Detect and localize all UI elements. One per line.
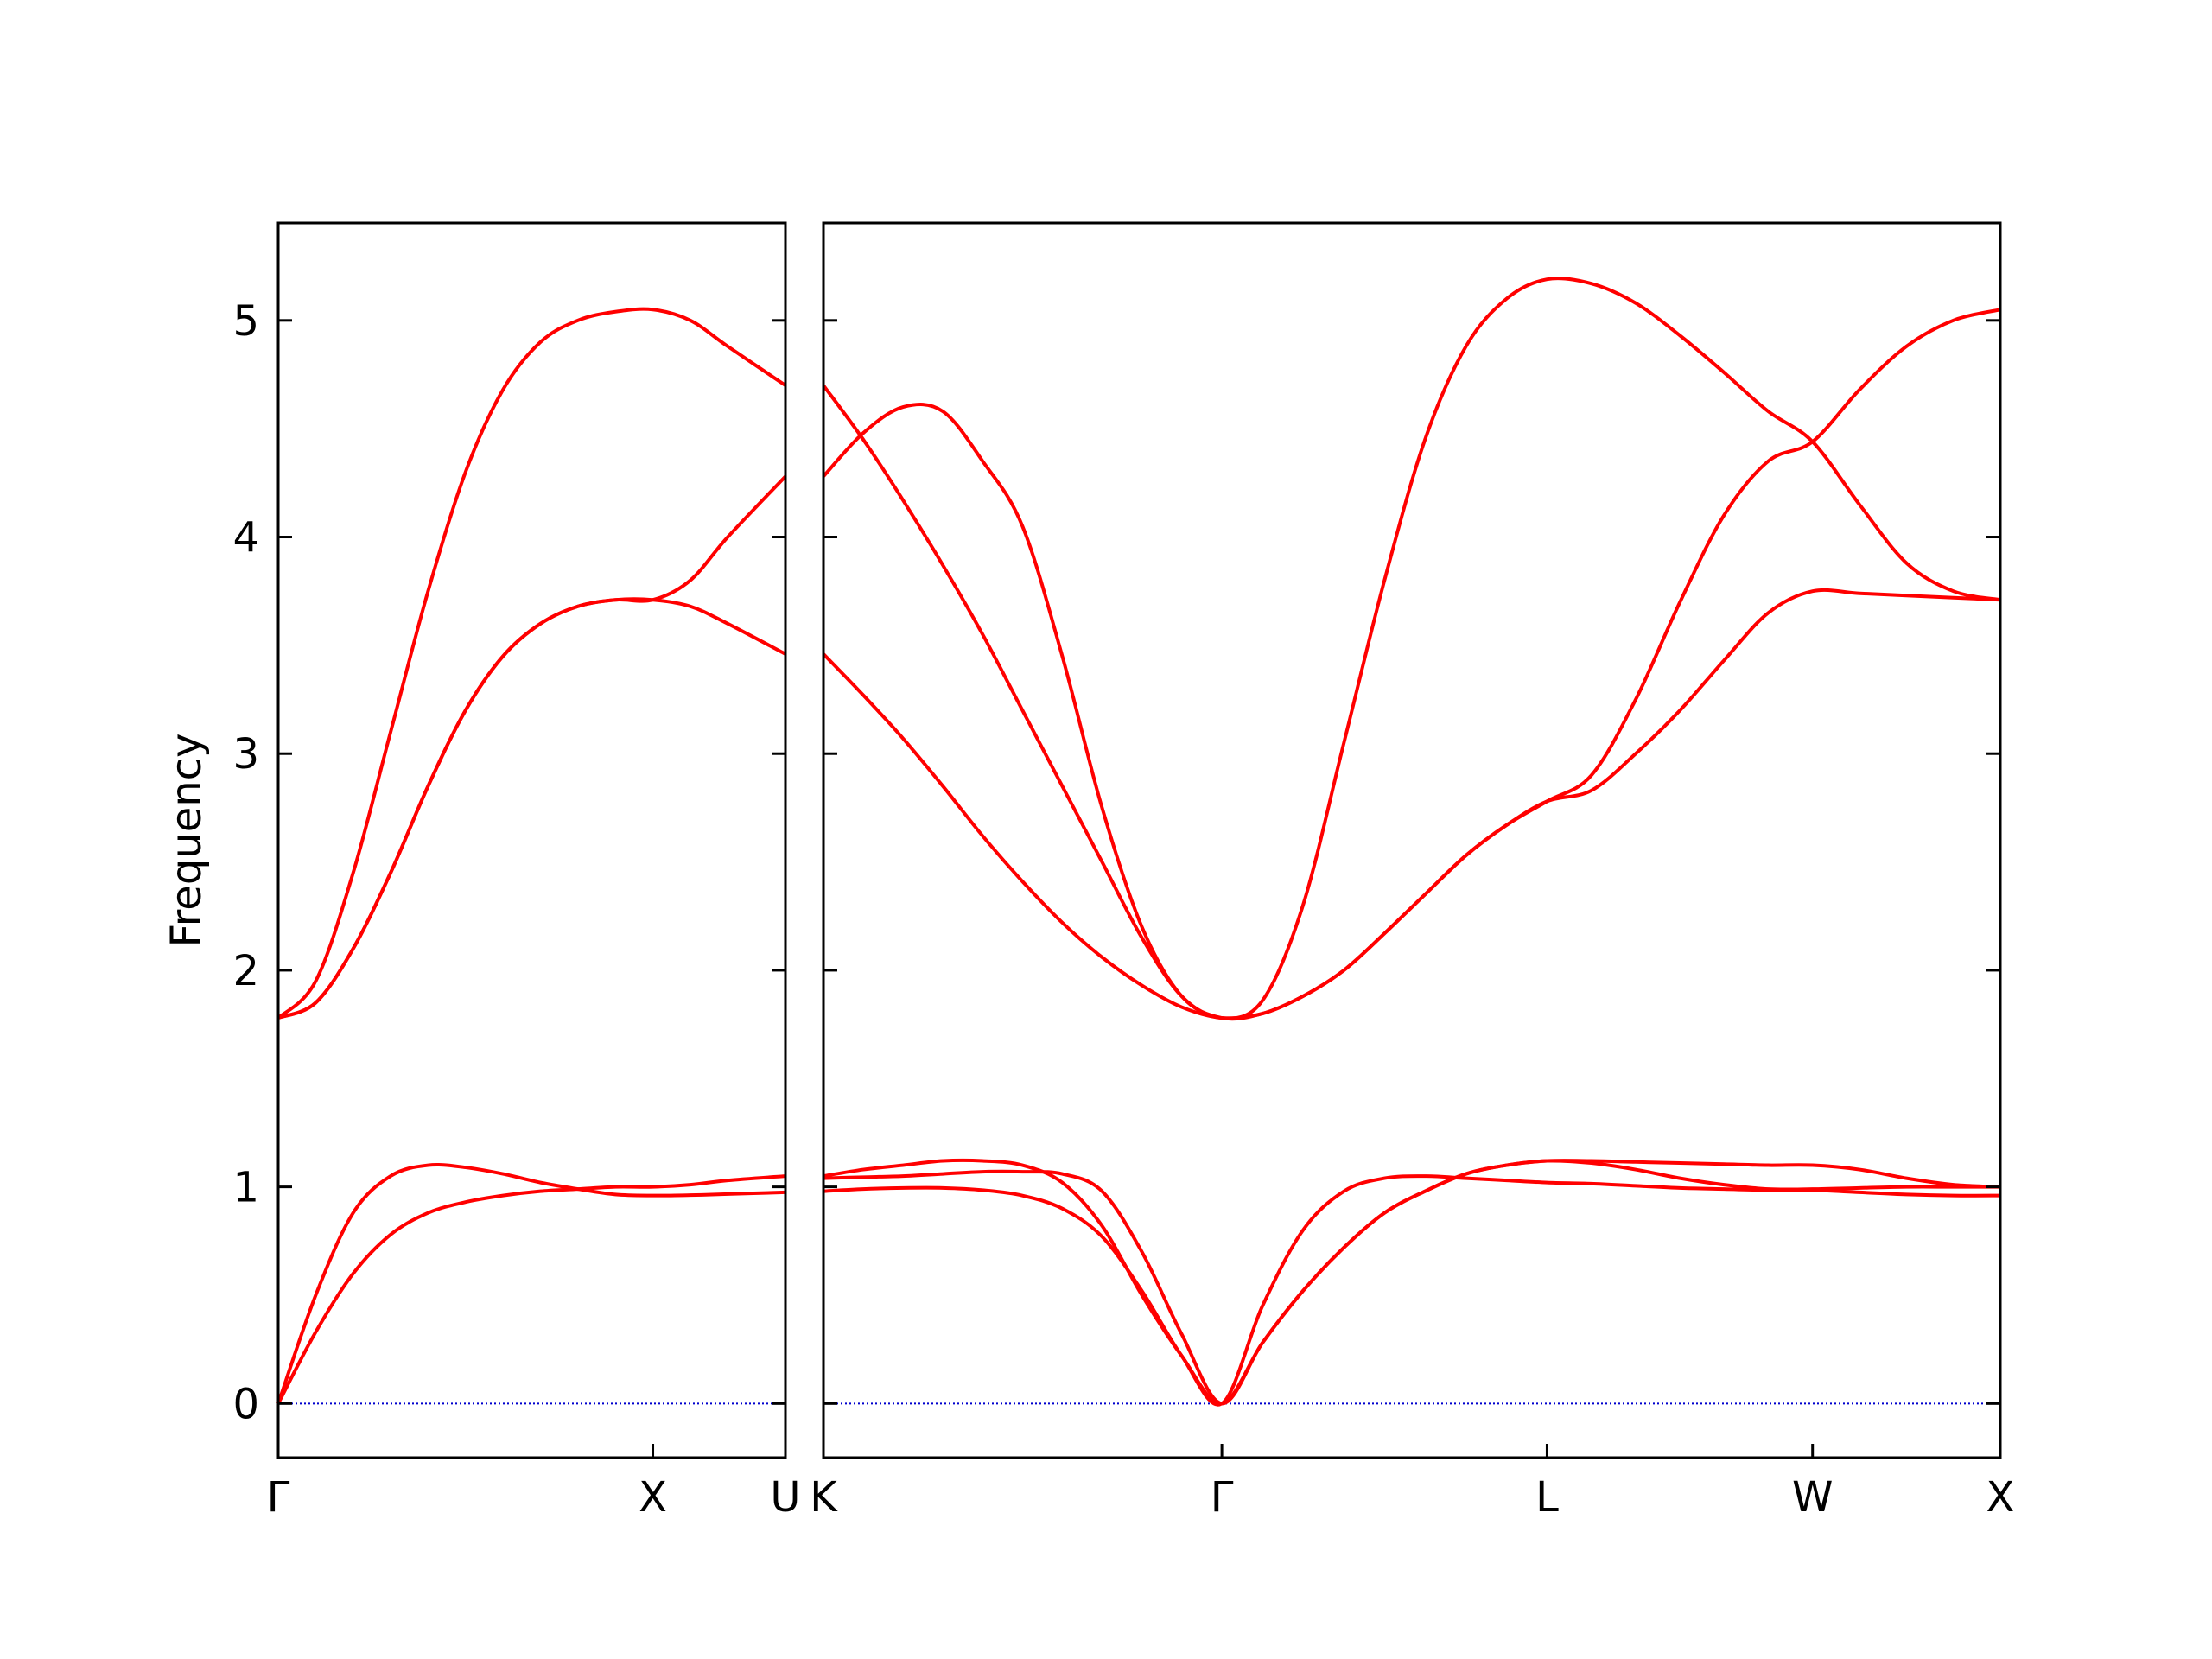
x-tick-label: W xyxy=(1792,1473,1833,1522)
y-tick-label: 4 xyxy=(232,514,259,563)
x-tick-label: Γ xyxy=(1211,1473,1234,1522)
band-line xyxy=(822,276,2001,1020)
band-line xyxy=(276,307,787,1020)
x-tick-label: U xyxy=(770,1473,800,1522)
x-tick-label: K xyxy=(810,1473,838,1522)
band-line xyxy=(276,1174,786,1405)
y-tick-label: 5 xyxy=(232,297,259,346)
y-tick-label: 2 xyxy=(232,947,259,995)
band-line xyxy=(822,588,2001,1020)
band-line xyxy=(276,1163,786,1404)
x-tick-label: X xyxy=(639,1473,667,1522)
plot-frame xyxy=(276,221,787,1459)
y-axis-label: Frequency xyxy=(162,734,211,948)
y-tick-label: 3 xyxy=(232,730,259,779)
x-tick-label: L xyxy=(1535,1473,1559,1522)
band-line xyxy=(823,1174,2001,1407)
x-tick-label: X xyxy=(1986,1473,2015,1522)
band-line xyxy=(277,597,786,1020)
y-tick-label: 1 xyxy=(232,1164,259,1212)
x-tick-label: Γ xyxy=(267,1473,290,1522)
plot-frame xyxy=(822,221,2002,1459)
y-tick-label: 0 xyxy=(232,1380,259,1428)
